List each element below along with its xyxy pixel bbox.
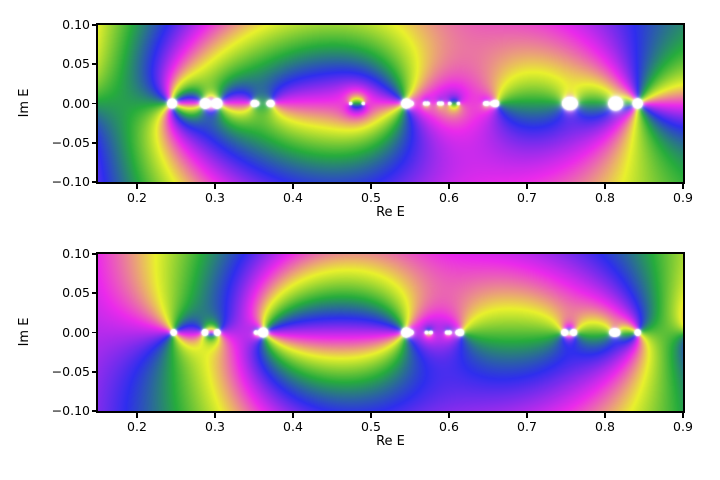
- y-tick-label: 0.05: [62, 56, 90, 72]
- x-tick-mark: [370, 184, 372, 189]
- x-tick-mark: [214, 184, 216, 189]
- x-tick-label: 0.5: [361, 419, 381, 434]
- x-tick-label: 0.7: [517, 190, 537, 205]
- x-tick-label: 0.9: [673, 190, 693, 205]
- x-tick-label: 0.3: [205, 419, 225, 434]
- x-tick-mark: [682, 413, 684, 418]
- x-tick-mark: [136, 184, 138, 189]
- x-tick-mark: [526, 184, 528, 189]
- x-tick-label: 0.2: [127, 190, 147, 205]
- x-tick-label: 0.6: [439, 190, 459, 205]
- y-tick-mark: [91, 181, 96, 183]
- x-tick-label: 0.3: [205, 190, 225, 205]
- y-tick-mark: [91, 410, 96, 412]
- y-tick-label: 0.00: [62, 324, 90, 340]
- x-tick-mark: [682, 184, 684, 189]
- y-tick-mark: [91, 24, 96, 26]
- x-axis-label-top: Re E: [376, 205, 405, 220]
- y-tick-label: 0.10: [62, 246, 90, 261]
- y-tick-mark: [91, 331, 96, 334]
- y-tick-mark: [91, 102, 96, 105]
- x-tick-mark: [604, 413, 606, 418]
- subplot-bottom-plot-area: [96, 252, 685, 413]
- x-tick-mark: [448, 413, 450, 418]
- y-tick-label: 0.00: [62, 95, 90, 111]
- y-tick-label: −0.05: [51, 363, 90, 379]
- y-tick-label: −0.05: [51, 134, 90, 150]
- x-tick-mark: [214, 413, 216, 418]
- y-tick-mark: [91, 63, 96, 66]
- x-tick-label: 0.6: [439, 419, 459, 434]
- x-tick-label: 0.4: [283, 190, 303, 205]
- x-tick-mark: [292, 184, 294, 189]
- subplot-top-plot-area: [96, 23, 685, 184]
- y-tick-mark: [91, 141, 96, 144]
- y-tick-mark: [91, 370, 96, 373]
- x-tick-label: 0.8: [595, 190, 615, 205]
- x-tick-label: 0.7: [517, 419, 537, 434]
- x-tick-mark: [448, 184, 450, 189]
- y-tick-mark: [91, 292, 96, 295]
- x-axis-label-bottom: Re E: [376, 434, 405, 449]
- y-tick-label: 0.10: [62, 17, 90, 32]
- x-tick-mark: [526, 413, 528, 418]
- x-tick-label: 0.4: [283, 419, 303, 434]
- phase-heatmap-canvas-top: [98, 25, 683, 182]
- x-tick-label: 0.8: [595, 419, 615, 434]
- x-tick-mark: [604, 184, 606, 189]
- x-tick-label: 0.2: [127, 419, 147, 434]
- phase-heatmap-canvas-bottom: [98, 254, 683, 411]
- x-tick-label: 0.9: [673, 419, 693, 434]
- y-tick-label: 0.05: [62, 285, 90, 301]
- x-tick-mark: [292, 413, 294, 418]
- x-tick-mark: [370, 413, 372, 418]
- y-tick-label: −0.10: [51, 403, 90, 418]
- x-tick-label: 0.5: [361, 190, 381, 205]
- y-tick-label: −0.10: [51, 174, 90, 189]
- y-tick-mark: [91, 253, 96, 255]
- x-tick-mark: [136, 413, 138, 418]
